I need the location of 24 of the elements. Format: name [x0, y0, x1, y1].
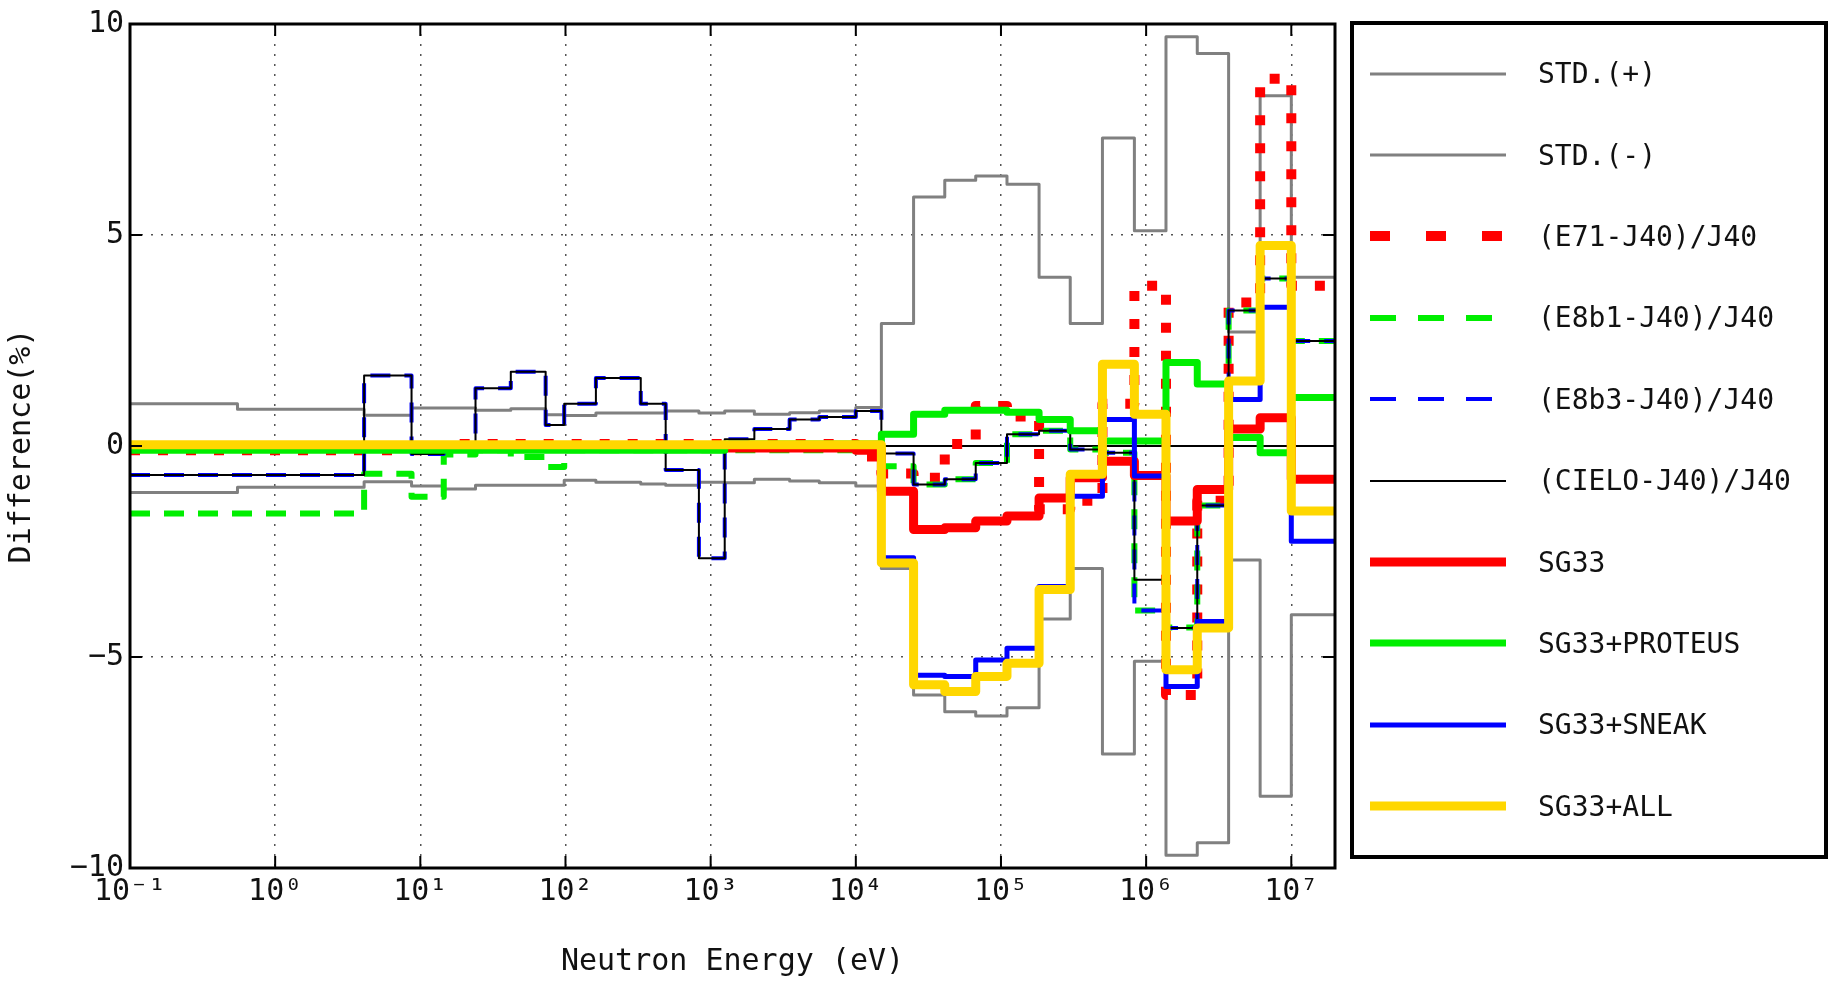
y-tick-label: −5	[87, 636, 124, 672]
x-tick-label: 10³	[683, 871, 738, 907]
x-tick-label: 10²	[538, 871, 593, 907]
legend-label: SG33+PROTEUS	[1538, 626, 1741, 660]
legend-label: STD.(+)	[1538, 57, 1657, 91]
legend-label: SG33+ALL	[1538, 789, 1673, 823]
x-tick-label: 10⁵	[973, 871, 1029, 907]
legend-label: SG33+SNEAK	[1538, 708, 1707, 742]
legend-label: SG33	[1538, 545, 1606, 579]
x-tick-label: 10⁷	[1264, 871, 1319, 907]
legend-label: STD.(-)	[1538, 138, 1657, 172]
x-tick-label: 10⁴	[828, 871, 883, 907]
y-axis-title: Difference(%)	[1, 328, 37, 564]
y-tick-label: 5	[105, 214, 124, 250]
y-tick-label: 10	[87, 3, 124, 39]
x-tick-label: 10⁰	[248, 871, 303, 907]
legend-label: (E71-J40)/J40	[1538, 219, 1758, 253]
legend-label: (E8b3-J40)/J40	[1538, 382, 1775, 416]
x-axis-title: Neutron Energy (eV)	[560, 941, 905, 977]
x-tick-label: 10⁶	[1119, 871, 1174, 907]
x-tick-label: 10¹	[393, 871, 448, 907]
legend-label: (CIELO-J40)/J40	[1538, 464, 1791, 498]
y-tick-label: 0	[105, 425, 124, 461]
legend-label: (E8b1-J40)/J40	[1538, 301, 1775, 335]
